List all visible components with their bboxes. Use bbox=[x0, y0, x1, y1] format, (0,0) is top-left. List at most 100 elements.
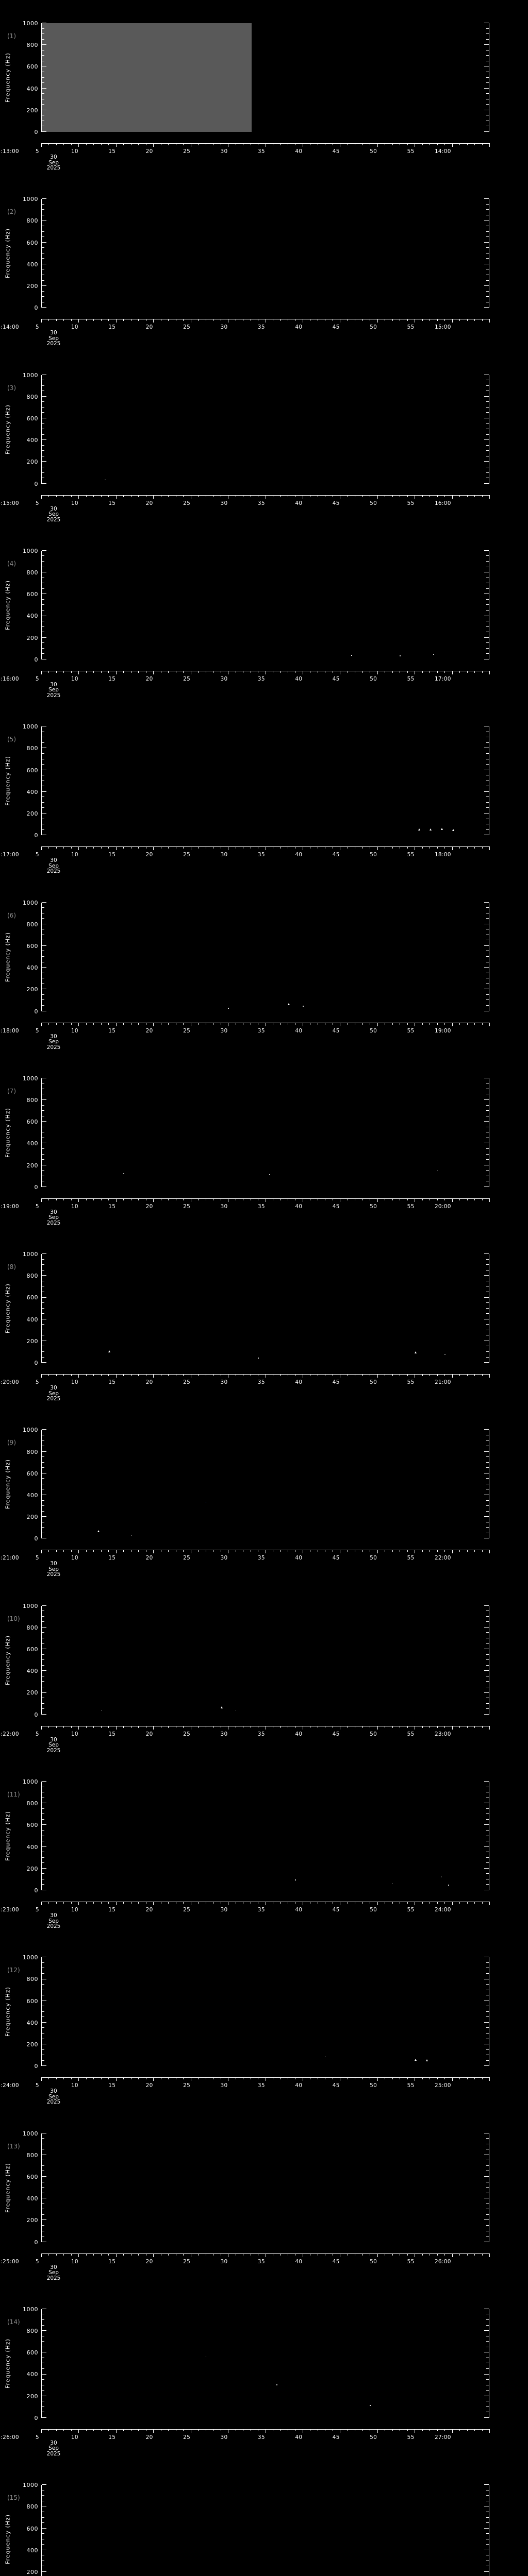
time-label: 25 bbox=[183, 500, 191, 506]
axis-tick bbox=[452, 1725, 453, 1730]
time-label: 25 bbox=[183, 1027, 191, 1034]
axis-tick bbox=[153, 319, 154, 323]
time-label: 10 bbox=[71, 1731, 78, 1737]
axis-tick bbox=[392, 2077, 393, 2080]
y-axis-left bbox=[41, 199, 42, 308]
y-axis-tick bbox=[42, 1308, 44, 1309]
y-axis-tick bbox=[42, 902, 46, 903]
time-label: 35 bbox=[257, 1203, 265, 1210]
time-label: 5 bbox=[35, 1027, 39, 1034]
axis-tick bbox=[123, 2253, 124, 2256]
y-axis-tick bbox=[486, 1659, 489, 1660]
time-axis bbox=[41, 143, 490, 148]
y-axis-tick bbox=[486, 1005, 489, 1006]
axis-tick bbox=[41, 1022, 42, 1026]
y-axis-tick bbox=[486, 1308, 489, 1309]
y-axis-tick bbox=[486, 1884, 489, 1885]
y-axis-tick bbox=[42, 406, 44, 408]
axis-tick bbox=[459, 319, 460, 321]
time-label: 40 bbox=[295, 2082, 303, 2089]
y-axis-tick bbox=[42, 209, 44, 210]
axis-tick bbox=[437, 1550, 438, 1552]
time-label: 15 bbox=[108, 324, 116, 331]
data-point bbox=[392, 1883, 393, 1885]
axis-tick bbox=[123, 143, 124, 145]
y-axis-tick bbox=[42, 1670, 46, 1671]
axis-tick bbox=[168, 670, 169, 673]
time-label: 35 bbox=[257, 852, 265, 858]
axis-tick bbox=[474, 1902, 475, 1904]
time-label: 35 bbox=[257, 1379, 265, 1386]
time-label: 25 bbox=[183, 1379, 191, 1386]
time-label: 55 bbox=[407, 148, 415, 155]
axis-tick bbox=[56, 2253, 57, 2256]
axis-tick bbox=[138, 319, 139, 321]
axis-tick bbox=[474, 1725, 475, 1728]
y-axis-tick bbox=[42, 1654, 44, 1655]
axis-tick bbox=[422, 670, 423, 673]
y-axis-tick bbox=[42, 1868, 46, 1869]
axis-tick bbox=[168, 1725, 169, 1728]
time-label: 5 bbox=[35, 148, 39, 155]
y-tick-label: 600 bbox=[26, 1646, 38, 1653]
axis-tick bbox=[153, 1022, 154, 1026]
date-line: 30 bbox=[50, 505, 57, 512]
axis-tick bbox=[48, 1550, 50, 1552]
y-axis-tick bbox=[486, 1857, 489, 1858]
y-axis-tick bbox=[42, 1962, 44, 1963]
y-axis-tick bbox=[42, 1846, 46, 1847]
time-label: 10 bbox=[71, 2434, 78, 2441]
y-axis-tick bbox=[42, 1467, 44, 1468]
y-axis-tick bbox=[486, 2325, 489, 2326]
y-axis-tick bbox=[486, 236, 489, 238]
time-axis bbox=[41, 319, 490, 324]
date-line: 30 bbox=[50, 2439, 57, 2446]
time-label: 10 bbox=[71, 675, 78, 682]
axis-tick bbox=[153, 1374, 154, 1378]
y-tick-label: 600 bbox=[26, 239, 38, 246]
axis-tick bbox=[198, 1550, 199, 1552]
y-axis-tick bbox=[484, 1099, 489, 1100]
y-axis-tick bbox=[42, 2049, 44, 2050]
plot-background bbox=[41, 2485, 489, 2576]
y-axis-tick bbox=[42, 1297, 46, 1298]
y-axis-left bbox=[41, 2485, 42, 2576]
date-line: 30 bbox=[50, 2264, 57, 2270]
y-tick-label: 800 bbox=[26, 2328, 38, 2335]
time-label: 10 bbox=[71, 1379, 78, 1386]
plot-area bbox=[41, 726, 489, 836]
axis-tick bbox=[452, 2429, 453, 2433]
axis-tick bbox=[474, 846, 475, 849]
time-label: 25 bbox=[183, 324, 191, 331]
y-axis-tick bbox=[486, 258, 489, 259]
axis-tick bbox=[168, 1374, 169, 1377]
y-axis-tick bbox=[42, 450, 44, 451]
y-tick-label: 600 bbox=[26, 1294, 38, 1301]
time-label: 25 bbox=[183, 1731, 191, 1737]
y-tick-label: 200 bbox=[26, 1514, 38, 1521]
y-axis-tick bbox=[42, 1984, 44, 1985]
y-axis-tick bbox=[42, 198, 46, 199]
time-label: 55 bbox=[407, 1027, 415, 1034]
time-label: 10 bbox=[71, 1907, 78, 1913]
axis-tick bbox=[101, 1374, 102, 1377]
time-label: 30 bbox=[220, 2434, 228, 2441]
y-axis-tick bbox=[486, 1873, 489, 1874]
panel-4: 0 200 400 600 800 1000 Frequency (Hz) (4) bbox=[0, 528, 528, 703]
y-axis-tick bbox=[42, 1362, 46, 1363]
axis-tick bbox=[71, 143, 72, 145]
axis-tick bbox=[392, 2253, 393, 2256]
time-label: 50 bbox=[370, 500, 377, 506]
axis-tick bbox=[138, 1198, 139, 1200]
y-tick-label: 800 bbox=[26, 217, 38, 225]
y-axis-tick bbox=[42, 307, 46, 308]
time-label: 40 bbox=[295, 324, 303, 331]
axis-tick bbox=[467, 1725, 468, 1728]
plot-area bbox=[41, 2484, 489, 2576]
y-axis-tick bbox=[486, 648, 489, 649]
y-axis-tick bbox=[42, 2319, 44, 2320]
axis-tick bbox=[48, 319, 50, 321]
time-label: 30 bbox=[220, 1203, 228, 1210]
axis-tick bbox=[198, 2429, 199, 2431]
axis-tick bbox=[444, 1198, 446, 1200]
